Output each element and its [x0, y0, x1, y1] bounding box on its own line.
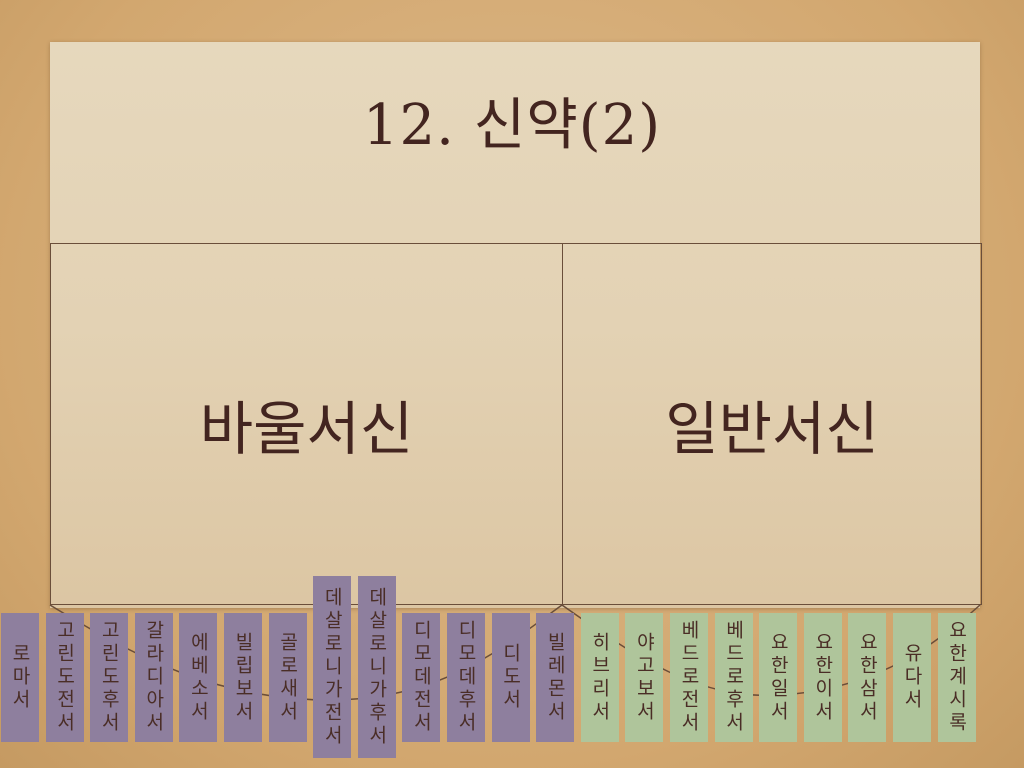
slide-paper: [50, 42, 980, 608]
book-name: 고린도후서: [98, 620, 121, 735]
book-name: 고린도전서: [53, 620, 76, 735]
book-tab: 데살로니가전서: [313, 576, 352, 758]
book-name: 요한계시록: [945, 620, 968, 735]
book-tab: 요한이서: [803, 613, 842, 742]
pauline-epistles-box: 바울서신: [50, 243, 563, 605]
book-tab: 고린도후서: [90, 613, 129, 742]
book-tab: 히브리서: [580, 613, 619, 742]
general-epistles-label: 일반서신: [665, 395, 879, 463]
book-name: 디모데전서: [410, 620, 433, 735]
book-tab: 베드로전서: [670, 613, 708, 742]
book-name: 디도서: [499, 643, 522, 712]
book-name: 에베소서: [187, 631, 210, 724]
book-name: 로마서: [9, 643, 31, 712]
book-name: 요한삼서: [856, 631, 879, 724]
book-name: 히브리서: [588, 631, 611, 724]
book-tab: 골로새서: [268, 613, 307, 742]
book-name: 데살로니가후서: [365, 586, 388, 748]
book-name: 디모데후서: [455, 620, 477, 735]
book-tab: 에베소서: [179, 613, 218, 742]
book-tab: 야고보서: [625, 613, 664, 742]
book-tab: 요한삼서: [848, 613, 887, 742]
book-name: 야고보서: [633, 631, 656, 724]
book-name: 데살로니가전서: [321, 586, 344, 748]
book-tab: 갈라디아서: [134, 613, 173, 742]
book-name: 유다서: [901, 643, 923, 712]
book-tab: 요한계시록: [937, 613, 976, 742]
book-tab: 요한일서: [759, 613, 798, 742]
book-tab: 디모데후서: [447, 613, 485, 742]
book-name: 갈라디아서: [142, 620, 165, 735]
book-tab: 빌립보서: [224, 613, 262, 742]
book-name: 빌레몬서: [544, 631, 567, 724]
book-tab: 베드로후서: [714, 613, 753, 742]
book-name: 요한이서: [811, 631, 834, 724]
book-tab: 디모데전서: [402, 613, 441, 742]
book-name: 골로새서: [276, 631, 299, 724]
slide-title: 12. 신약(2): [362, 93, 662, 158]
book-tab: 로마서: [1, 613, 39, 742]
general-epistles-box: 일반서신: [562, 243, 982, 605]
book-name: 요한일서: [767, 631, 790, 724]
book-tab: 유다서: [893, 613, 931, 742]
pauline-epistles-label: 바울서신: [199, 395, 414, 463]
book-tab: 데살로니가후서: [357, 576, 396, 758]
book-tab: 디도서: [491, 613, 530, 742]
book-tab: 고린도전서: [45, 613, 84, 742]
book-name: 베드로후서: [722, 620, 745, 735]
book-name: 빌립보서: [232, 631, 254, 724]
book-name: 베드로전서: [678, 620, 700, 735]
book-tab: 빌레몬서: [536, 613, 575, 742]
